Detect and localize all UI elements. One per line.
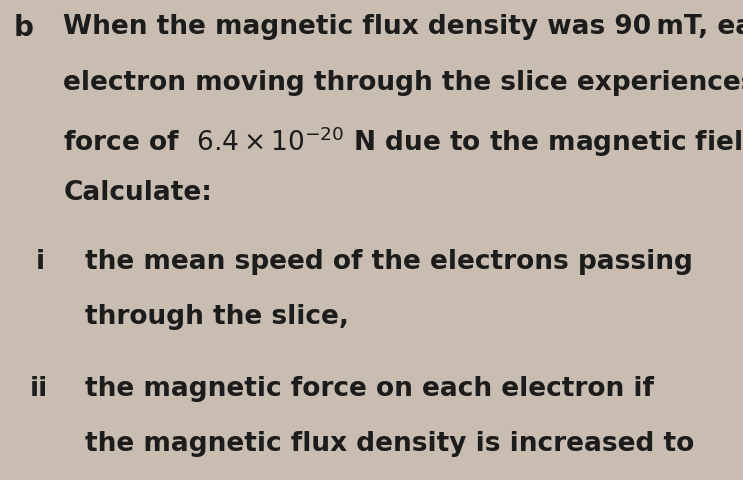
Text: the mean speed of the electrons passing: the mean speed of the electrons passing xyxy=(85,249,693,275)
Text: b: b xyxy=(13,14,33,42)
Text: through the slice,: through the slice, xyxy=(85,304,349,330)
Text: the magnetic flux density is increased to: the magnetic flux density is increased t… xyxy=(85,431,695,457)
Text: electron moving through the slice experiences a: electron moving through the slice experi… xyxy=(63,70,743,96)
Text: force of  $6.4 \times 10^{-20}$ N due to the magnetic field.: force of $6.4 \times 10^{-20}$ N due to … xyxy=(63,125,743,159)
Text: ii: ii xyxy=(30,376,48,402)
Text: i: i xyxy=(36,249,45,275)
Text: the magnetic force on each electron if: the magnetic force on each electron if xyxy=(85,376,655,402)
Text: When the magnetic flux density was 90 mT, each: When the magnetic flux density was 90 mT… xyxy=(63,14,743,40)
Text: Calculate:: Calculate: xyxy=(63,180,212,206)
